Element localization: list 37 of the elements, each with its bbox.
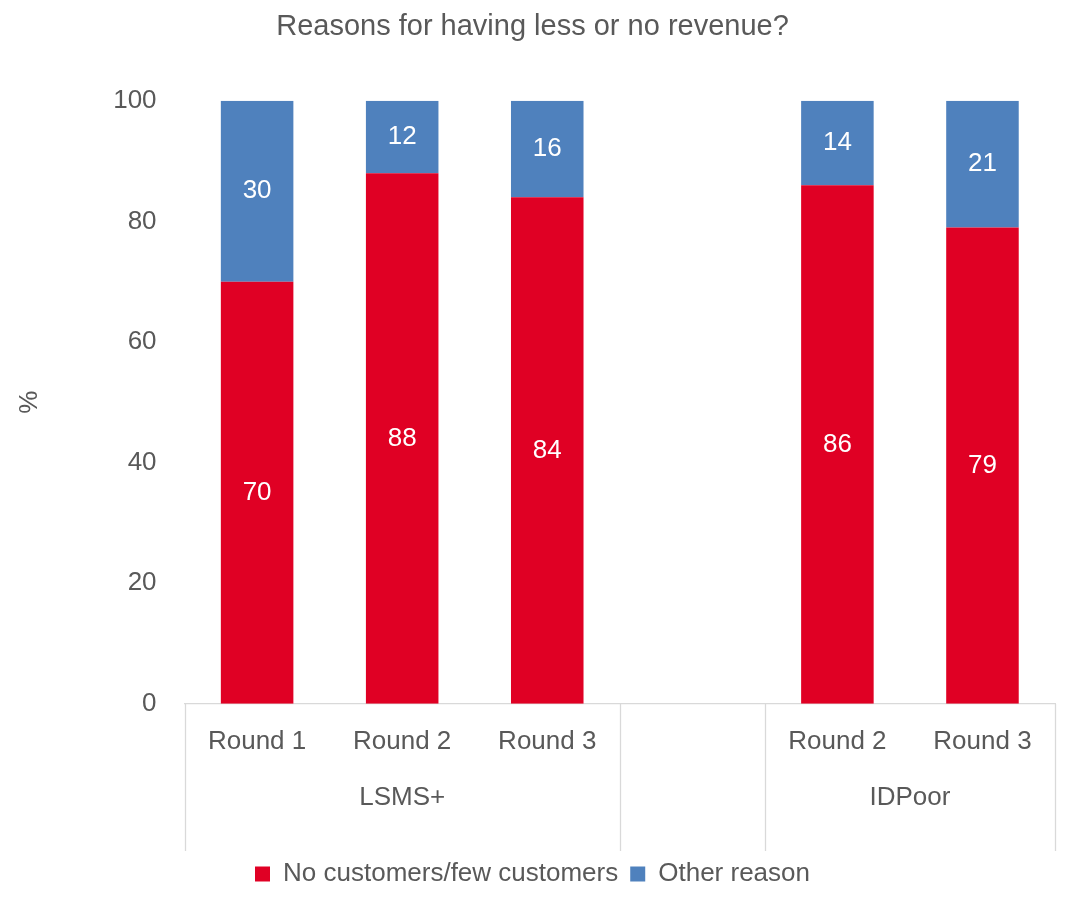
x-tick-label: Round 3 (498, 724, 597, 755)
bar (946, 227, 1019, 704)
y-tick-label: 0 (142, 686, 157, 717)
bar (946, 100, 1019, 228)
data-label: 12 (387, 120, 417, 151)
bar (801, 185, 874, 704)
x-tick-label: Round 2 (353, 724, 452, 755)
data-label: 84 (532, 433, 562, 464)
x-tick-label: Round 2 (788, 724, 887, 755)
data-label: 86 (822, 427, 852, 458)
x-tick-label: Round 1 (207, 724, 307, 755)
bar (220, 281, 294, 704)
y-axis-title: % (12, 390, 43, 414)
bar (510, 197, 584, 704)
y-tick-label: 40 (127, 445, 157, 476)
bar (510, 100, 584, 198)
legend-label: Other reason (658, 857, 810, 888)
y-tick-label: 100 (113, 83, 157, 114)
data-label: 21 (968, 147, 997, 178)
bar (365, 173, 439, 704)
data-label: 88 (387, 421, 417, 452)
data-label: 79 (968, 448, 997, 479)
text: LSMS+ (359, 780, 446, 811)
bar (220, 100, 294, 282)
text: IDPoor (869, 780, 951, 811)
data-label: 30 (242, 174, 272, 205)
y-tick-label: 20 (127, 566, 157, 597)
bar (365, 100, 439, 174)
data-label: 16 (532, 132, 562, 163)
chart-title: Reasons for having less or no revenue? (276, 9, 789, 42)
data-label: 14 (822, 126, 852, 157)
legend-label: No customers/few customers (283, 857, 619, 888)
x-tick-label: Round 3 (933, 724, 1032, 755)
y-tick-label: 60 (127, 325, 157, 356)
data-label: 70 (242, 475, 272, 506)
bar (801, 100, 874, 186)
y-tick-label: 80 (127, 204, 157, 235)
